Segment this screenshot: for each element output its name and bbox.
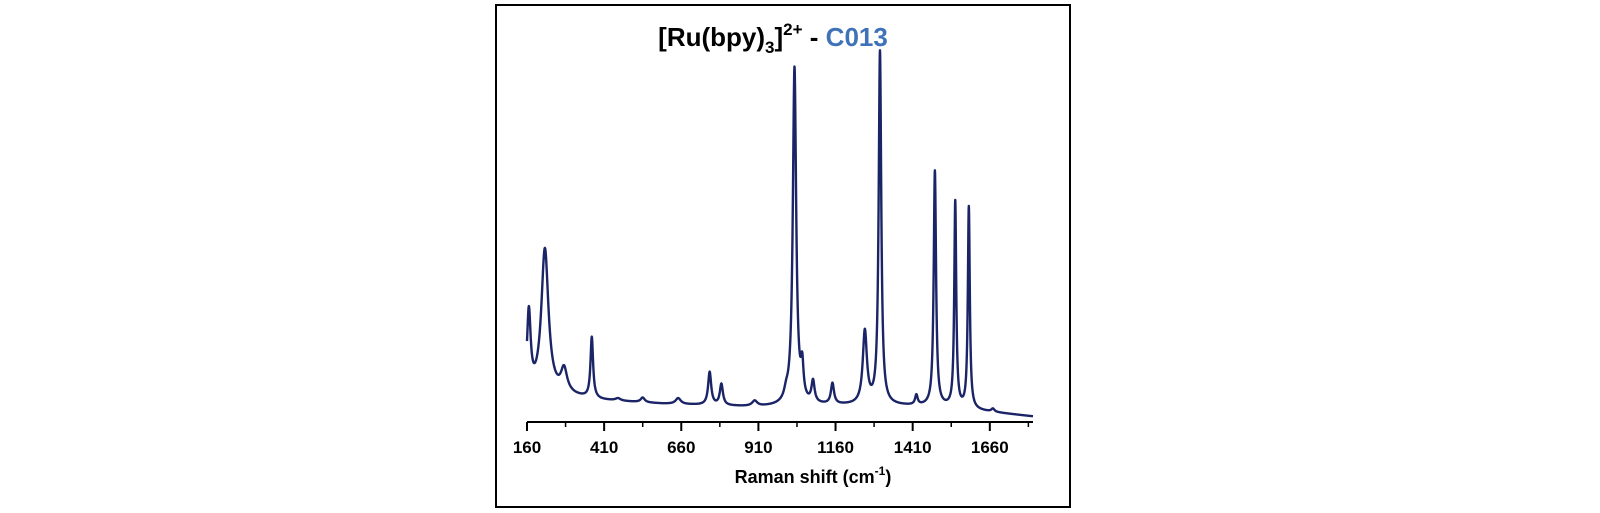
x-tick-label: 410 [590, 438, 618, 457]
x-tick-label: 1660 [971, 438, 1009, 457]
x-axis-label: Raman shift (cm-1) [735, 464, 892, 487]
title-separator: - [803, 22, 826, 52]
x-tick-label: 1160 [817, 438, 854, 457]
x-tick-label: 660 [667, 438, 695, 457]
x-tick-label: 160 [513, 438, 541, 457]
chart-title: [Ru(bpy)3]2+ - C013 [658, 20, 888, 57]
spectrum-line [525, 49, 1035, 418]
title-formula-superscript: 2+ [783, 20, 802, 39]
title-sample-name: C013 [826, 22, 888, 52]
chart-frame [495, 4, 1071, 508]
plot-area: 160 410 660 910 1160 1410 1660 [513, 49, 1035, 457]
x-tick-label: 910 [744, 438, 772, 457]
x-axis-label-superscript: -1 [875, 464, 886, 478]
title-formula-prefix: [Ru(bpy) [658, 22, 765, 52]
x-axis-label-main: Raman shift (cm [735, 467, 875, 487]
title-formula-bracket: ] [775, 22, 784, 52]
x-axis-label-suffix: ) [885, 467, 891, 487]
title-formula-subscript: 3 [765, 38, 774, 57]
x-tick-label: 1410 [894, 438, 932, 457]
